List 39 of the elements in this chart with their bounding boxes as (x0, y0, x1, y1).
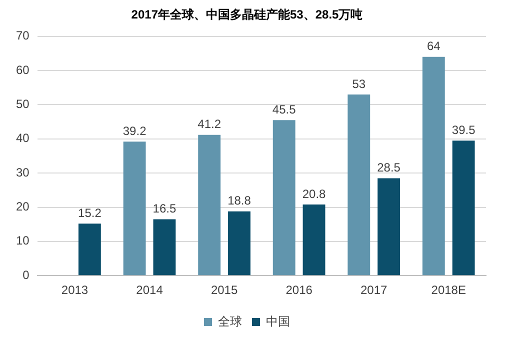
data-label: 16.5 (152, 202, 176, 216)
y-tick-label: 50 (16, 97, 30, 112)
y-tick-label: 20 (16, 200, 30, 214)
x-tick-label: 2017 (360, 283, 388, 298)
x-tick-label: 2018E (431, 283, 466, 298)
data-label: 53 (352, 76, 366, 91)
x-tick-label: 2013 (61, 283, 88, 298)
data-label: 45.5 (272, 102, 296, 116)
y-tick-label: 40 (16, 131, 30, 146)
y-tick-label: 70 (16, 28, 30, 43)
bar (123, 142, 146, 276)
bar (422, 56, 445, 276)
data-label: 15.2 (78, 206, 102, 220)
legend-label: 中国 (266, 314, 290, 328)
data-label: 28.5 (377, 160, 401, 175)
data-label: 64 (426, 39, 441, 54)
y-tick-label: 30 (16, 165, 30, 180)
bar (198, 134, 221, 276)
y-tick-label: 0 (22, 268, 30, 282)
x-tick-label: 2016 (286, 283, 313, 298)
bar (153, 219, 176, 276)
x-tick-label: 2015 (210, 283, 238, 298)
bar (302, 204, 326, 276)
legend-label: 全球 (218, 314, 242, 328)
bar (228, 211, 250, 276)
data-label: 20.8 (302, 186, 326, 201)
data-label: 39.5 (452, 122, 476, 137)
bar (378, 178, 400, 276)
data-label: 18.8 (228, 194, 252, 208)
bar (348, 94, 370, 276)
data-label: 41.2 (198, 117, 222, 132)
data-label: 39.2 (122, 124, 147, 138)
chart-title: 2017年全球、中国多晶硅产能53、28.5万吨 (131, 8, 363, 22)
bar (452, 140, 475, 276)
bar (272, 120, 296, 276)
bar (78, 224, 101, 276)
y-tick-label: 60 (16, 62, 30, 77)
y-tick-label: 10 (16, 234, 30, 248)
x-tick-label: 2014 (136, 283, 164, 298)
